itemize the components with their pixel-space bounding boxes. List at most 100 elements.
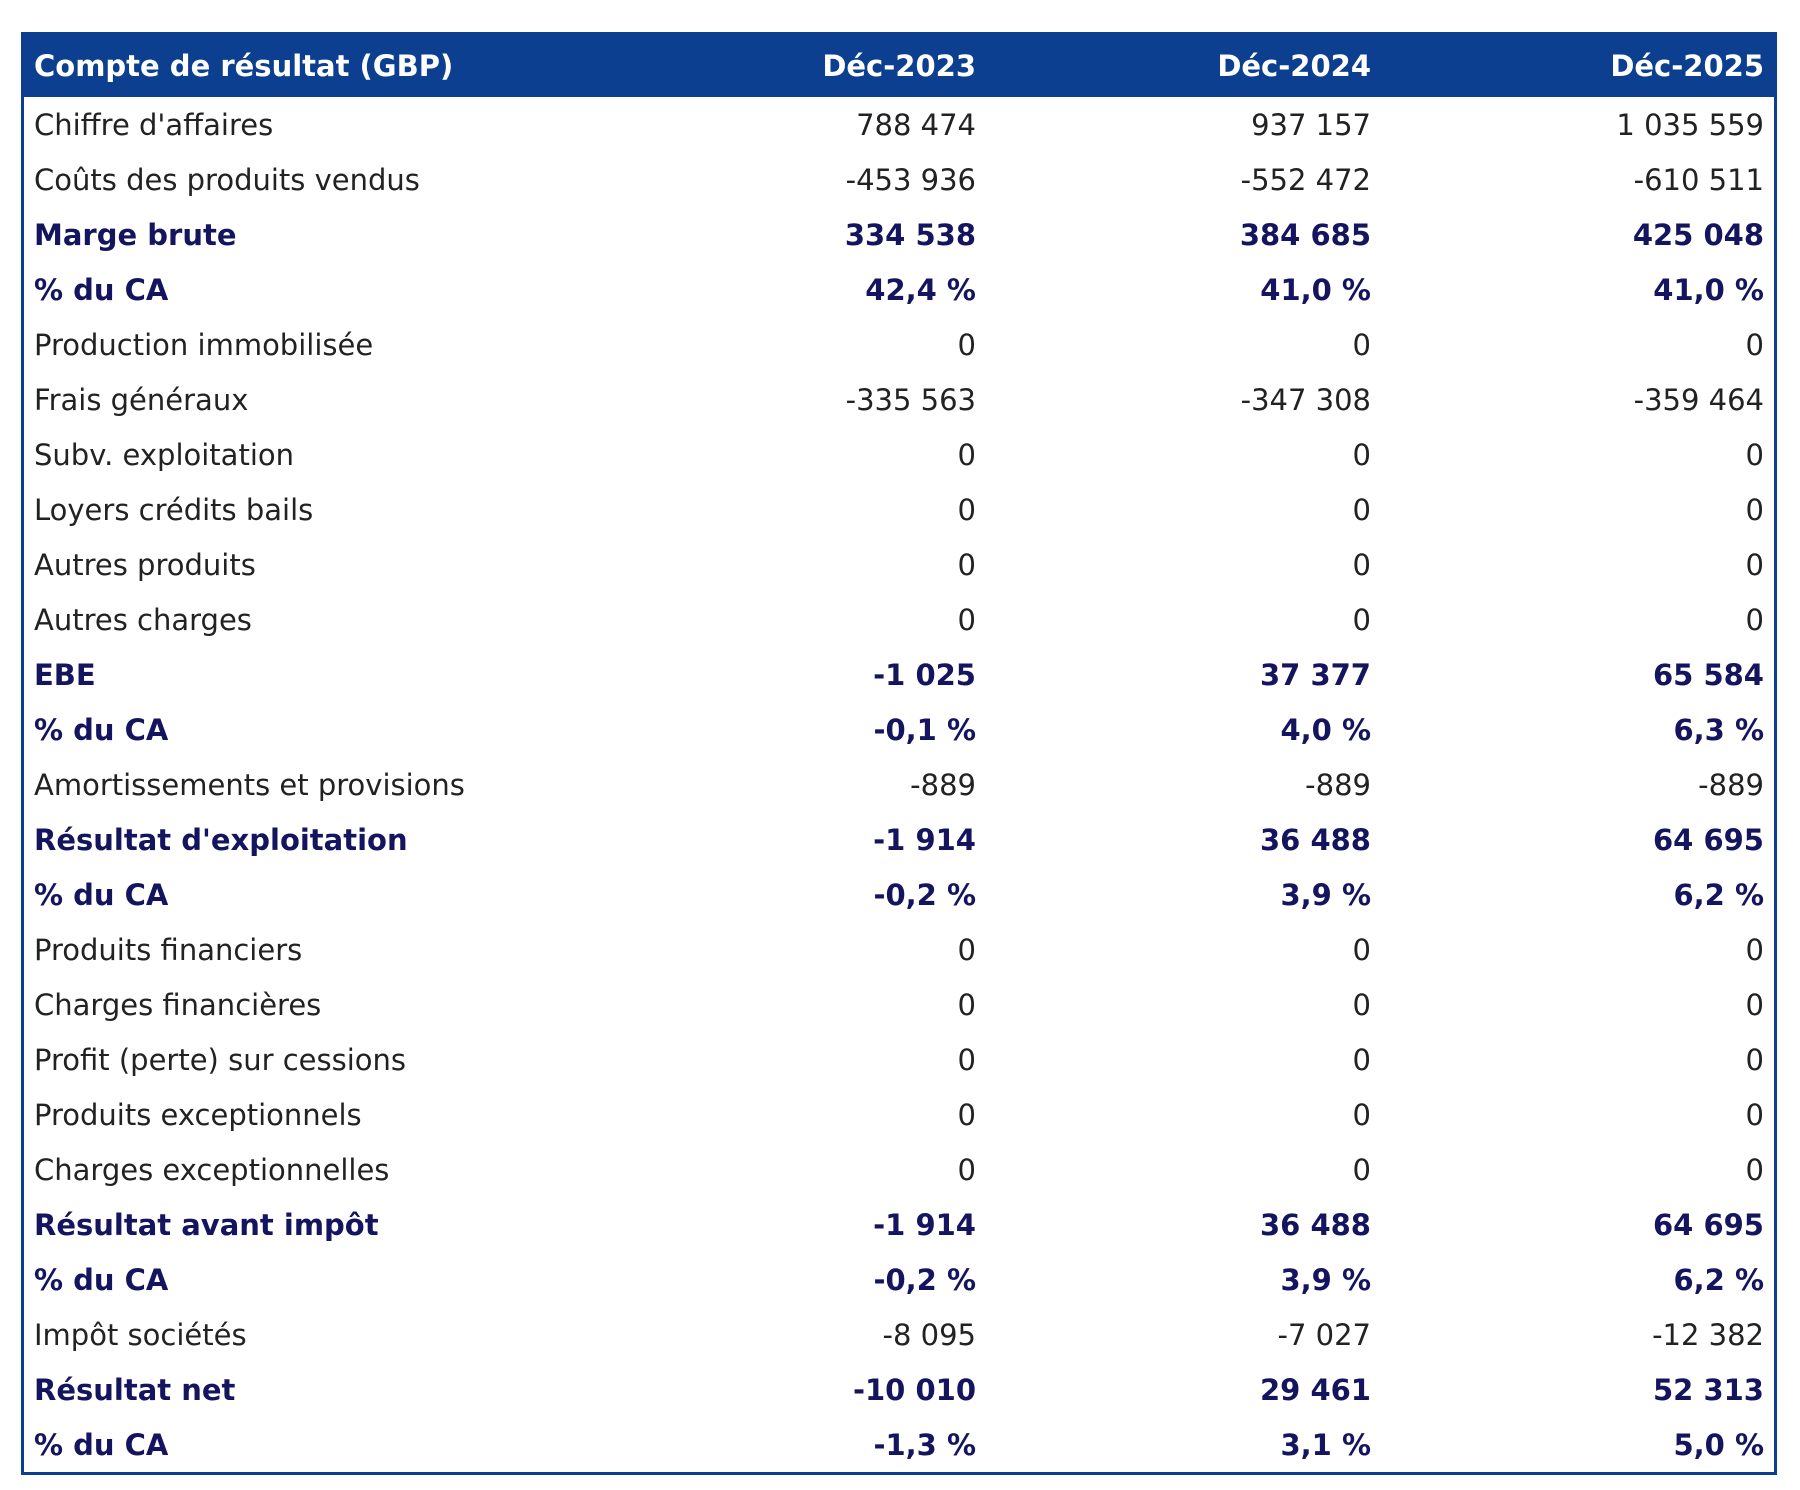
value-cell: 64 695 bbox=[1653, 822, 1764, 857]
value-cell: 3,9 % bbox=[1280, 877, 1371, 912]
value-cell: 0 bbox=[1745, 987, 1764, 1022]
row-label: % du CA bbox=[34, 877, 169, 912]
row: Résultat net -10 010 29 461 52 313 bbox=[24, 1362, 1774, 1417]
row: % du CA -0,1 % 4,0 % 6,3 % bbox=[24, 702, 1774, 757]
value-cell: -1 025 bbox=[873, 657, 976, 692]
row: Autres charges 0 0 0 bbox=[24, 592, 1774, 647]
value-cell: 29 461 bbox=[1260, 1372, 1371, 1407]
row: Produits exceptionnels 0 0 0 bbox=[24, 1087, 1774, 1142]
row-label: Produits exceptionnels bbox=[34, 1097, 362, 1132]
value-cell: -0,2 % bbox=[873, 1262, 976, 1297]
value-cell: 3,9 % bbox=[1280, 1262, 1371, 1297]
row-label: Production immobilisée bbox=[34, 327, 374, 362]
value-cell: -7 027 bbox=[1277, 1317, 1372, 1352]
value-cell: 0 bbox=[957, 327, 976, 362]
value-cell: 0 bbox=[1745, 1152, 1764, 1187]
row: Charges exceptionnelles 0 0 0 bbox=[24, 1142, 1774, 1197]
header-cell: Déc-2023 bbox=[622, 35, 986, 97]
header-cell: Déc-2024 bbox=[986, 35, 1381, 97]
row-label: Charges exceptionnelles bbox=[34, 1152, 390, 1187]
value-cell: -335 563 bbox=[845, 382, 976, 417]
value-cell: -1,3 % bbox=[873, 1427, 976, 1462]
row-label: Subv. exploitation bbox=[34, 437, 294, 472]
value-cell: -0,1 % bbox=[873, 712, 976, 747]
row: Charges financières 0 0 0 bbox=[24, 977, 1774, 1032]
value-cell: 0 bbox=[957, 987, 976, 1022]
value-cell: 0 bbox=[957, 547, 976, 582]
value-cell: 0 bbox=[957, 1152, 976, 1187]
value-cell: -1 914 bbox=[873, 1207, 976, 1242]
value-cell: -1 914 bbox=[873, 822, 976, 857]
row: Chiffre d'affaires 788 474 937 157 1 035 55… bbox=[24, 97, 1774, 152]
row-label: Loyers crédits bails bbox=[34, 492, 314, 527]
row: Amortissements et provisions -889 -889 -889 bbox=[24, 757, 1774, 812]
row-label: Produits financiers bbox=[34, 932, 303, 967]
value-cell: 0 bbox=[957, 1097, 976, 1132]
row: % du CA -0,2 % 3,9 % 6,2 % bbox=[24, 867, 1774, 922]
value-cell: 36 488 bbox=[1260, 1207, 1371, 1242]
row-label: Frais généraux bbox=[34, 382, 249, 417]
value-cell: -359 464 bbox=[1633, 382, 1764, 417]
value-cell: -12 382 bbox=[1652, 1317, 1764, 1352]
row-label: % du CA bbox=[34, 712, 169, 747]
value-cell: -610 511 bbox=[1633, 162, 1764, 197]
value-cell: 65 584 bbox=[1653, 657, 1764, 692]
row: Profit (perte) sur cessions 0 0 0 bbox=[24, 1032, 1774, 1087]
row: Impôt sociétés -8 095 -7 027 -12 382 bbox=[24, 1307, 1774, 1362]
value-cell: 0 bbox=[1745, 492, 1764, 527]
row-label: Chiffre d'affaires bbox=[34, 107, 274, 142]
header-cell: Déc-2025 bbox=[1381, 35, 1774, 97]
row: Produits financiers 0 0 0 bbox=[24, 922, 1774, 977]
value-cell: 42,4 % bbox=[865, 272, 976, 307]
row-label: Autres produits bbox=[34, 547, 256, 582]
value-cell: 0 bbox=[1352, 1152, 1371, 1187]
value-cell: 41,0 % bbox=[1653, 272, 1764, 307]
value-cell: 64 695 bbox=[1653, 1207, 1764, 1242]
value-cell: 41,0 % bbox=[1260, 272, 1371, 307]
row-label: Profit (perte) sur cessions bbox=[34, 1042, 407, 1077]
value-cell: -889 bbox=[910, 767, 976, 802]
value-cell: 0 bbox=[1745, 327, 1764, 362]
row-label: Impôt sociétés bbox=[34, 1317, 247, 1352]
value-cell: 4,0 % bbox=[1280, 712, 1371, 747]
value-cell: 0 bbox=[1745, 547, 1764, 582]
value-cell: -347 308 bbox=[1240, 382, 1371, 417]
row: % du CA -1,3 % 3,1 % 5,0 % bbox=[24, 1417, 1774, 1472]
income-statement: Compte de résultat (GBP) Déc-2023 Déc-2024… bbox=[21, 32, 1777, 1475]
row: EBE -1 025 37 377 65 584 bbox=[24, 647, 1774, 702]
value-cell: 0 bbox=[1352, 1097, 1371, 1132]
row-label: Autres charges bbox=[34, 602, 252, 637]
row: Production immobilisée 0 0 0 bbox=[24, 317, 1774, 372]
row: % du CA -0,2 % 3,9 % 6,2 % bbox=[24, 1252, 1774, 1307]
value-cell: 5,0 % bbox=[1673, 1427, 1764, 1462]
row: Frais généraux -335 563 -347 308 -359 464 bbox=[24, 372, 1774, 427]
row-label: EBE bbox=[34, 657, 96, 692]
value-cell: -889 bbox=[1698, 767, 1764, 802]
row: Marge brute 334 538 384 685 425 048 bbox=[24, 207, 1774, 262]
value-cell: 0 bbox=[1352, 987, 1371, 1022]
value-cell: 0 bbox=[1745, 437, 1764, 472]
header-cell: Compte de résultat (GBP) bbox=[24, 35, 622, 97]
value-cell: 937 157 bbox=[1251, 107, 1371, 142]
value-cell: 0 bbox=[957, 1042, 976, 1077]
value-cell: 3,1 % bbox=[1280, 1427, 1371, 1462]
row-label: Charges financières bbox=[34, 987, 322, 1022]
value-cell: 0 bbox=[1352, 547, 1371, 582]
value-cell: 788 474 bbox=[856, 107, 976, 142]
value-cell: 425 048 bbox=[1632, 217, 1764, 252]
value-cell: 0 bbox=[1745, 932, 1764, 967]
value-cell: 6,3 % bbox=[1673, 712, 1764, 747]
value-cell: 52 313 bbox=[1653, 1372, 1764, 1407]
value-cell: 0 bbox=[1745, 1097, 1764, 1132]
row: Coûts des produits vendus -453 936 -552 47… bbox=[24, 152, 1774, 207]
row-label: Coûts des produits vendus bbox=[34, 162, 420, 197]
row-label: Amortissements et provisions bbox=[34, 767, 465, 802]
value-cell: 0 bbox=[1352, 492, 1371, 527]
value-cell: 0 bbox=[957, 492, 976, 527]
value-cell: 36 488 bbox=[1260, 822, 1371, 857]
value-cell: 384 685 bbox=[1239, 217, 1371, 252]
row: Subv. exploitation 0 0 0 bbox=[24, 427, 1774, 482]
value-cell: -10 010 bbox=[852, 1372, 976, 1407]
row: % du CA 42,4 % 41,0 % 41,0 % bbox=[24, 262, 1774, 317]
